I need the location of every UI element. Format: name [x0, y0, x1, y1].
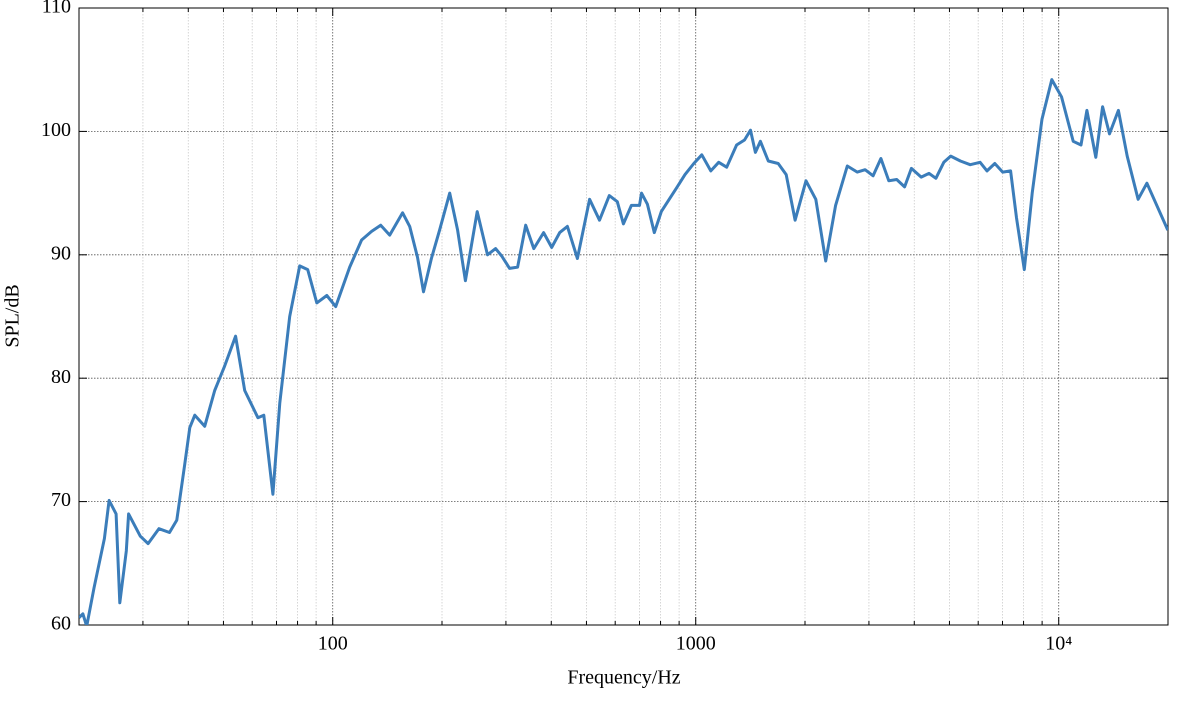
y-tick-label: 100: [41, 119, 71, 141]
y-axis-label: SPL/dB: [2, 284, 24, 347]
x-tick-label: 1000: [676, 633, 716, 655]
x-tick-label: 10⁴: [1045, 633, 1072, 655]
y-tick-label: 80: [51, 366, 71, 388]
plot-frame: [78, 7, 1169, 626]
series-line: [79, 78, 1168, 625]
y-tick-label: 90: [51, 242, 71, 264]
y-tick-label: 60: [51, 613, 71, 635]
y-tick-label: 70: [51, 489, 71, 511]
x-tick-label: 100: [318, 633, 348, 655]
y-tick-label: 110: [42, 0, 71, 18]
x-axis-label: Frequency/Hz: [567, 667, 680, 689]
